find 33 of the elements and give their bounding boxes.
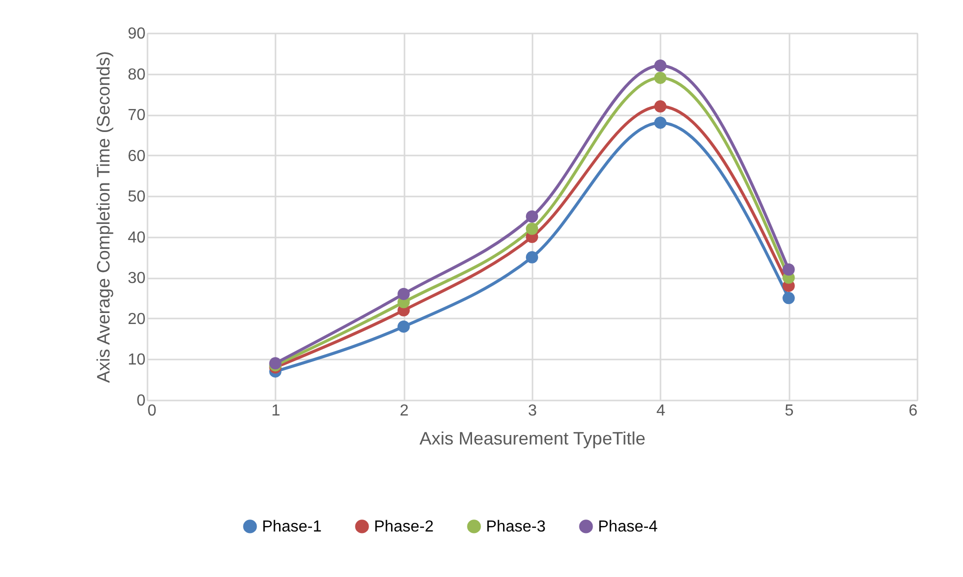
legend-label: Phase-1: [262, 518, 322, 536]
point: [654, 72, 666, 84]
x-tick-label: 0: [148, 402, 156, 420]
point: [654, 100, 666, 113]
point: [654, 60, 666, 72]
point: [526, 222, 538, 235]
legend-label: Phase-3: [486, 518, 546, 536]
x-tick-label: 5: [784, 402, 794, 420]
y-tick-label: 40: [128, 229, 146, 246]
y-tick-label: 30: [128, 270, 146, 288]
y-tick-label: 90: [128, 26, 146, 42]
y-tick-label: 10: [128, 352, 146, 369]
y-tick-label: 80: [128, 66, 146, 84]
point: [654, 116, 666, 129]
y-tick-label: 70: [128, 107, 146, 124]
point: [526, 210, 538, 223]
point: [398, 288, 410, 300]
x-tick-label: 4: [656, 402, 666, 420]
x-tick-label: 2: [400, 402, 409, 420]
y-tick-label: 20: [128, 310, 146, 328]
point: [526, 251, 538, 264]
x-axis-title: Axis Measurement TypeTitle: [419, 428, 646, 448]
y-tick-label: 60: [128, 148, 146, 165]
point: [782, 263, 795, 276]
x-tick-label: 6: [908, 402, 918, 420]
y-axis-title: Axis Average Completion Time (Seconds): [94, 51, 114, 383]
y-tick-label: 50: [128, 188, 146, 206]
x-tick-label: 1: [271, 402, 280, 420]
point: [398, 320, 410, 333]
point: [782, 292, 795, 304]
legend-label: Phase-2: [374, 518, 434, 536]
legend-label: Phase-4: [598, 518, 658, 536]
x-tick-label: 3: [528, 402, 538, 420]
